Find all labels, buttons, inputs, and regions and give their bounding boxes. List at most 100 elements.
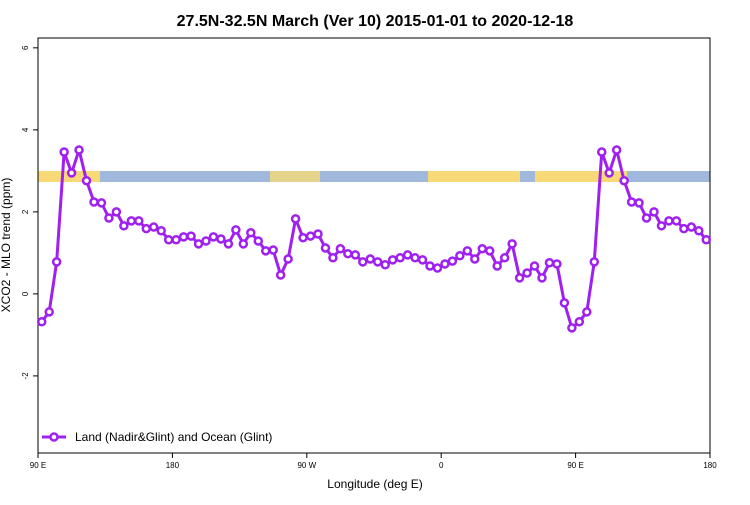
data-point [223, 239, 234, 249]
chart-title: 27.5N-32.5N March (Ver 10) 2015-01-01 to… [177, 13, 574, 30]
data-point [81, 175, 92, 186]
data-point [701, 235, 712, 245]
data-point [544, 257, 555, 268]
data-point [447, 256, 458, 266]
data-point [664, 216, 674, 226]
data-point [193, 239, 204, 249]
x-tick-label: 90 E [567, 461, 583, 470]
data-point [59, 147, 69, 157]
data-point [574, 317, 585, 327]
y-axis-label: XCO2 - MLO trend (ppm) [0, 178, 13, 313]
data-point [387, 255, 398, 265]
data-point [641, 213, 652, 223]
data-point [320, 243, 331, 253]
data-point [365, 254, 376, 264]
data-point [679, 223, 689, 234]
data-point [51, 257, 62, 267]
data-point [417, 255, 428, 265]
data-point [268, 245, 278, 255]
data-point [619, 175, 629, 186]
data-point [163, 235, 174, 245]
data-point [216, 234, 226, 244]
data-point [626, 197, 637, 207]
data-point [141, 223, 152, 234]
data-point [96, 198, 107, 208]
data-point [298, 232, 308, 243]
x-tick-label: 0 [439, 461, 444, 470]
data-point [611, 145, 622, 155]
data-point [455, 251, 465, 261]
data-point [410, 253, 420, 263]
data-point [246, 228, 256, 238]
data-point [656, 221, 667, 231]
data-point [156, 225, 166, 236]
data-point [582, 307, 592, 317]
data-point [119, 221, 129, 231]
y-tick-label: 0 [21, 291, 30, 296]
data-point [372, 257, 383, 267]
data-point [253, 236, 264, 246]
land-strip [428, 171, 520, 182]
x-tick-label: 90 W [297, 461, 316, 470]
data-point [671, 216, 682, 226]
data-point [425, 261, 435, 271]
data-point [283, 254, 293, 264]
data-point [201, 236, 211, 246]
data-point [634, 198, 644, 208]
data-point [492, 261, 502, 271]
data-point [499, 253, 510, 263]
data-point [111, 207, 122, 217]
data-point [604, 168, 614, 178]
data-point [589, 257, 600, 267]
data-point [552, 259, 562, 269]
data-point [328, 253, 338, 263]
y-tick-label: 2 [21, 209, 30, 214]
x-tick-label: 90 E [30, 461, 46, 470]
data-point [462, 246, 473, 256]
data-point [343, 248, 353, 259]
land-strip [535, 171, 627, 182]
data-point [104, 213, 114, 223]
data-point [395, 253, 405, 263]
data-point [522, 268, 532, 278]
data-point [402, 250, 413, 260]
data-point [507, 239, 517, 249]
x-tick-label: 180 [166, 461, 180, 470]
legend-marker [49, 432, 59, 442]
data-point [305, 231, 316, 241]
data-point [529, 261, 540, 271]
data-point [686, 222, 697, 232]
x-axis-label: Longitude (deg E) [327, 477, 422, 491]
data-point [380, 260, 390, 270]
data-point [231, 225, 241, 235]
data-point [477, 244, 488, 254]
land-strip [270, 171, 320, 182]
y-tick-label: 4 [21, 127, 30, 132]
data-point [537, 273, 547, 283]
data-point [514, 273, 525, 283]
y-tick-label: 6 [21, 45, 30, 50]
data-point [36, 317, 47, 327]
data-point [290, 214, 301, 224]
plot-frame [37, 37, 711, 454]
data-point [358, 257, 368, 267]
legend-label: Land (Nadir&Glint) and Ocean (Glint) [75, 430, 272, 444]
data-point [260, 246, 271, 256]
data-point [171, 235, 181, 245]
data-point [275, 270, 286, 280]
data-point [440, 259, 450, 269]
data-point [694, 225, 704, 236]
data-point [559, 298, 570, 308]
data-point [178, 232, 189, 242]
ocean-strip [38, 171, 710, 182]
data-point [44, 307, 54, 317]
y-tick-label: -2 [21, 372, 30, 380]
data-point [567, 323, 577, 333]
data-point [134, 216, 144, 226]
data-point [126, 216, 137, 226]
data-point [335, 244, 346, 254]
data-point [186, 231, 196, 241]
x-tick-label: 180 [703, 461, 717, 470]
data-point [238, 239, 249, 249]
